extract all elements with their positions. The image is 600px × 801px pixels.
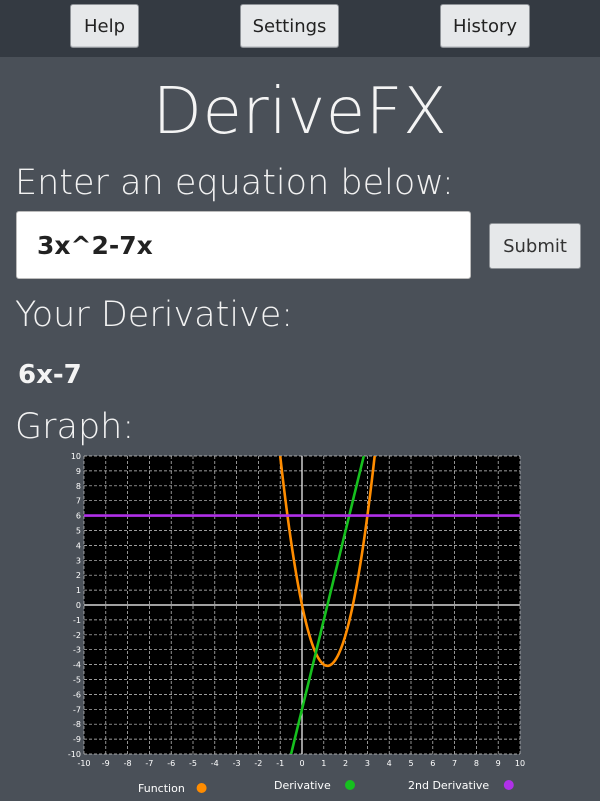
x-tick-label: -6 — [167, 759, 175, 768]
legend-function-dot — [196, 783, 207, 793]
legend-derivative-label: Derivative — [274, 779, 331, 792]
y-tick-label: -9 — [73, 735, 81, 744]
y-tick-label: 5 — [76, 527, 81, 536]
x-tick-label: -10 — [77, 759, 90, 768]
history-button[interactable]: History — [440, 4, 530, 48]
curves — [84, 456, 520, 754]
x-tick-label: -8 — [124, 759, 132, 768]
x-tick-label: 0 — [299, 759, 304, 768]
legend: Function Derivative 2nd Derivative — [138, 779, 514, 795]
legend-function-label: Function — [138, 782, 185, 795]
y-tick-label: 7 — [76, 497, 81, 506]
y-tick-label: 10 — [71, 452, 81, 461]
tick-labels: -10 -9 -8 -7 -6 -5 -4 -3 -2 -1 0 1 2 3 4 5 6 7 8 9 10-10-9-8… — [68, 452, 525, 768]
y-tick-label: -5 — [73, 676, 81, 685]
derivative-result: 6x-7 — [18, 360, 82, 390]
x-tick-label: 8 — [474, 759, 479, 768]
y-tick-label: -7 — [73, 705, 81, 714]
equation-prompt: Enter an equation below: — [15, 163, 454, 203]
x-tick-label: -1 — [276, 759, 284, 768]
x-tick-label: -2 — [254, 759, 262, 768]
y-tick-label: -1 — [73, 616, 81, 625]
derivative-heading: Your Derivative: — [15, 295, 294, 335]
y-tick-label: 3 — [76, 556, 81, 565]
top-nav-bar: Help Settings History — [0, 0, 600, 57]
graph-heading: Graph: — [15, 407, 135, 447]
help-button[interactable]: Help — [70, 4, 139, 48]
x-tick-label: 6 — [430, 759, 435, 768]
settings-button[interactable]: Settings — [240, 4, 339, 48]
y-tick-label: 8 — [76, 482, 81, 491]
x-tick-label: -5 — [189, 759, 197, 768]
x-tick-label: 5 — [408, 759, 413, 768]
x-tick-label: -7 — [145, 759, 153, 768]
function-graph: -10 -9 -8 -7 -6 -5 -4 -3 -2 -1 0 1 2 3 4 5 6 7 8 9 10-10-9-8… — [68, 452, 525, 795]
x-tick-label: 7 — [452, 759, 457, 768]
y-tick-label: -8 — [73, 720, 81, 729]
y-tick-label: -2 — [73, 631, 81, 640]
legend-derivative-dot — [345, 780, 355, 790]
legend-second-derivative-dot — [503, 780, 514, 790]
y-tick-label: -6 — [73, 690, 81, 699]
x-tick-label: 4 — [387, 759, 392, 768]
derivative-line — [289, 456, 366, 754]
x-tick-label: -9 — [102, 759, 110, 768]
app-title: DeriveFX — [152, 75, 448, 149]
y-tick-label: 6 — [76, 512, 81, 521]
y-tick-label: -4 — [73, 661, 81, 670]
submit-button[interactable]: Submit — [489, 223, 581, 269]
y-tick-label: 2 — [76, 571, 81, 580]
x-tick-label: -3 — [233, 759, 241, 768]
function-curve — [278, 456, 376, 668]
equation-input[interactable] — [16, 211, 471, 279]
y-tick-label: 9 — [76, 467, 81, 476]
legend-second-derivative-label: 2nd Derivative — [408, 779, 489, 792]
y-tick-label: -3 — [73, 646, 81, 655]
y-tick-label: 4 — [76, 541, 81, 550]
y-tick-label: 0 — [76, 601, 81, 610]
x-tick-label: 3 — [365, 759, 370, 768]
y-tick-label: -10 — [68, 750, 81, 759]
y-tick-label: 1 — [76, 586, 81, 595]
x-tick-label: 1 — [321, 759, 326, 768]
x-tick-label: 2 — [343, 759, 348, 768]
x-tick-label: 10 — [515, 759, 525, 768]
x-tick-label: -4 — [211, 759, 219, 768]
x-tick-label: 9 — [496, 759, 501, 768]
